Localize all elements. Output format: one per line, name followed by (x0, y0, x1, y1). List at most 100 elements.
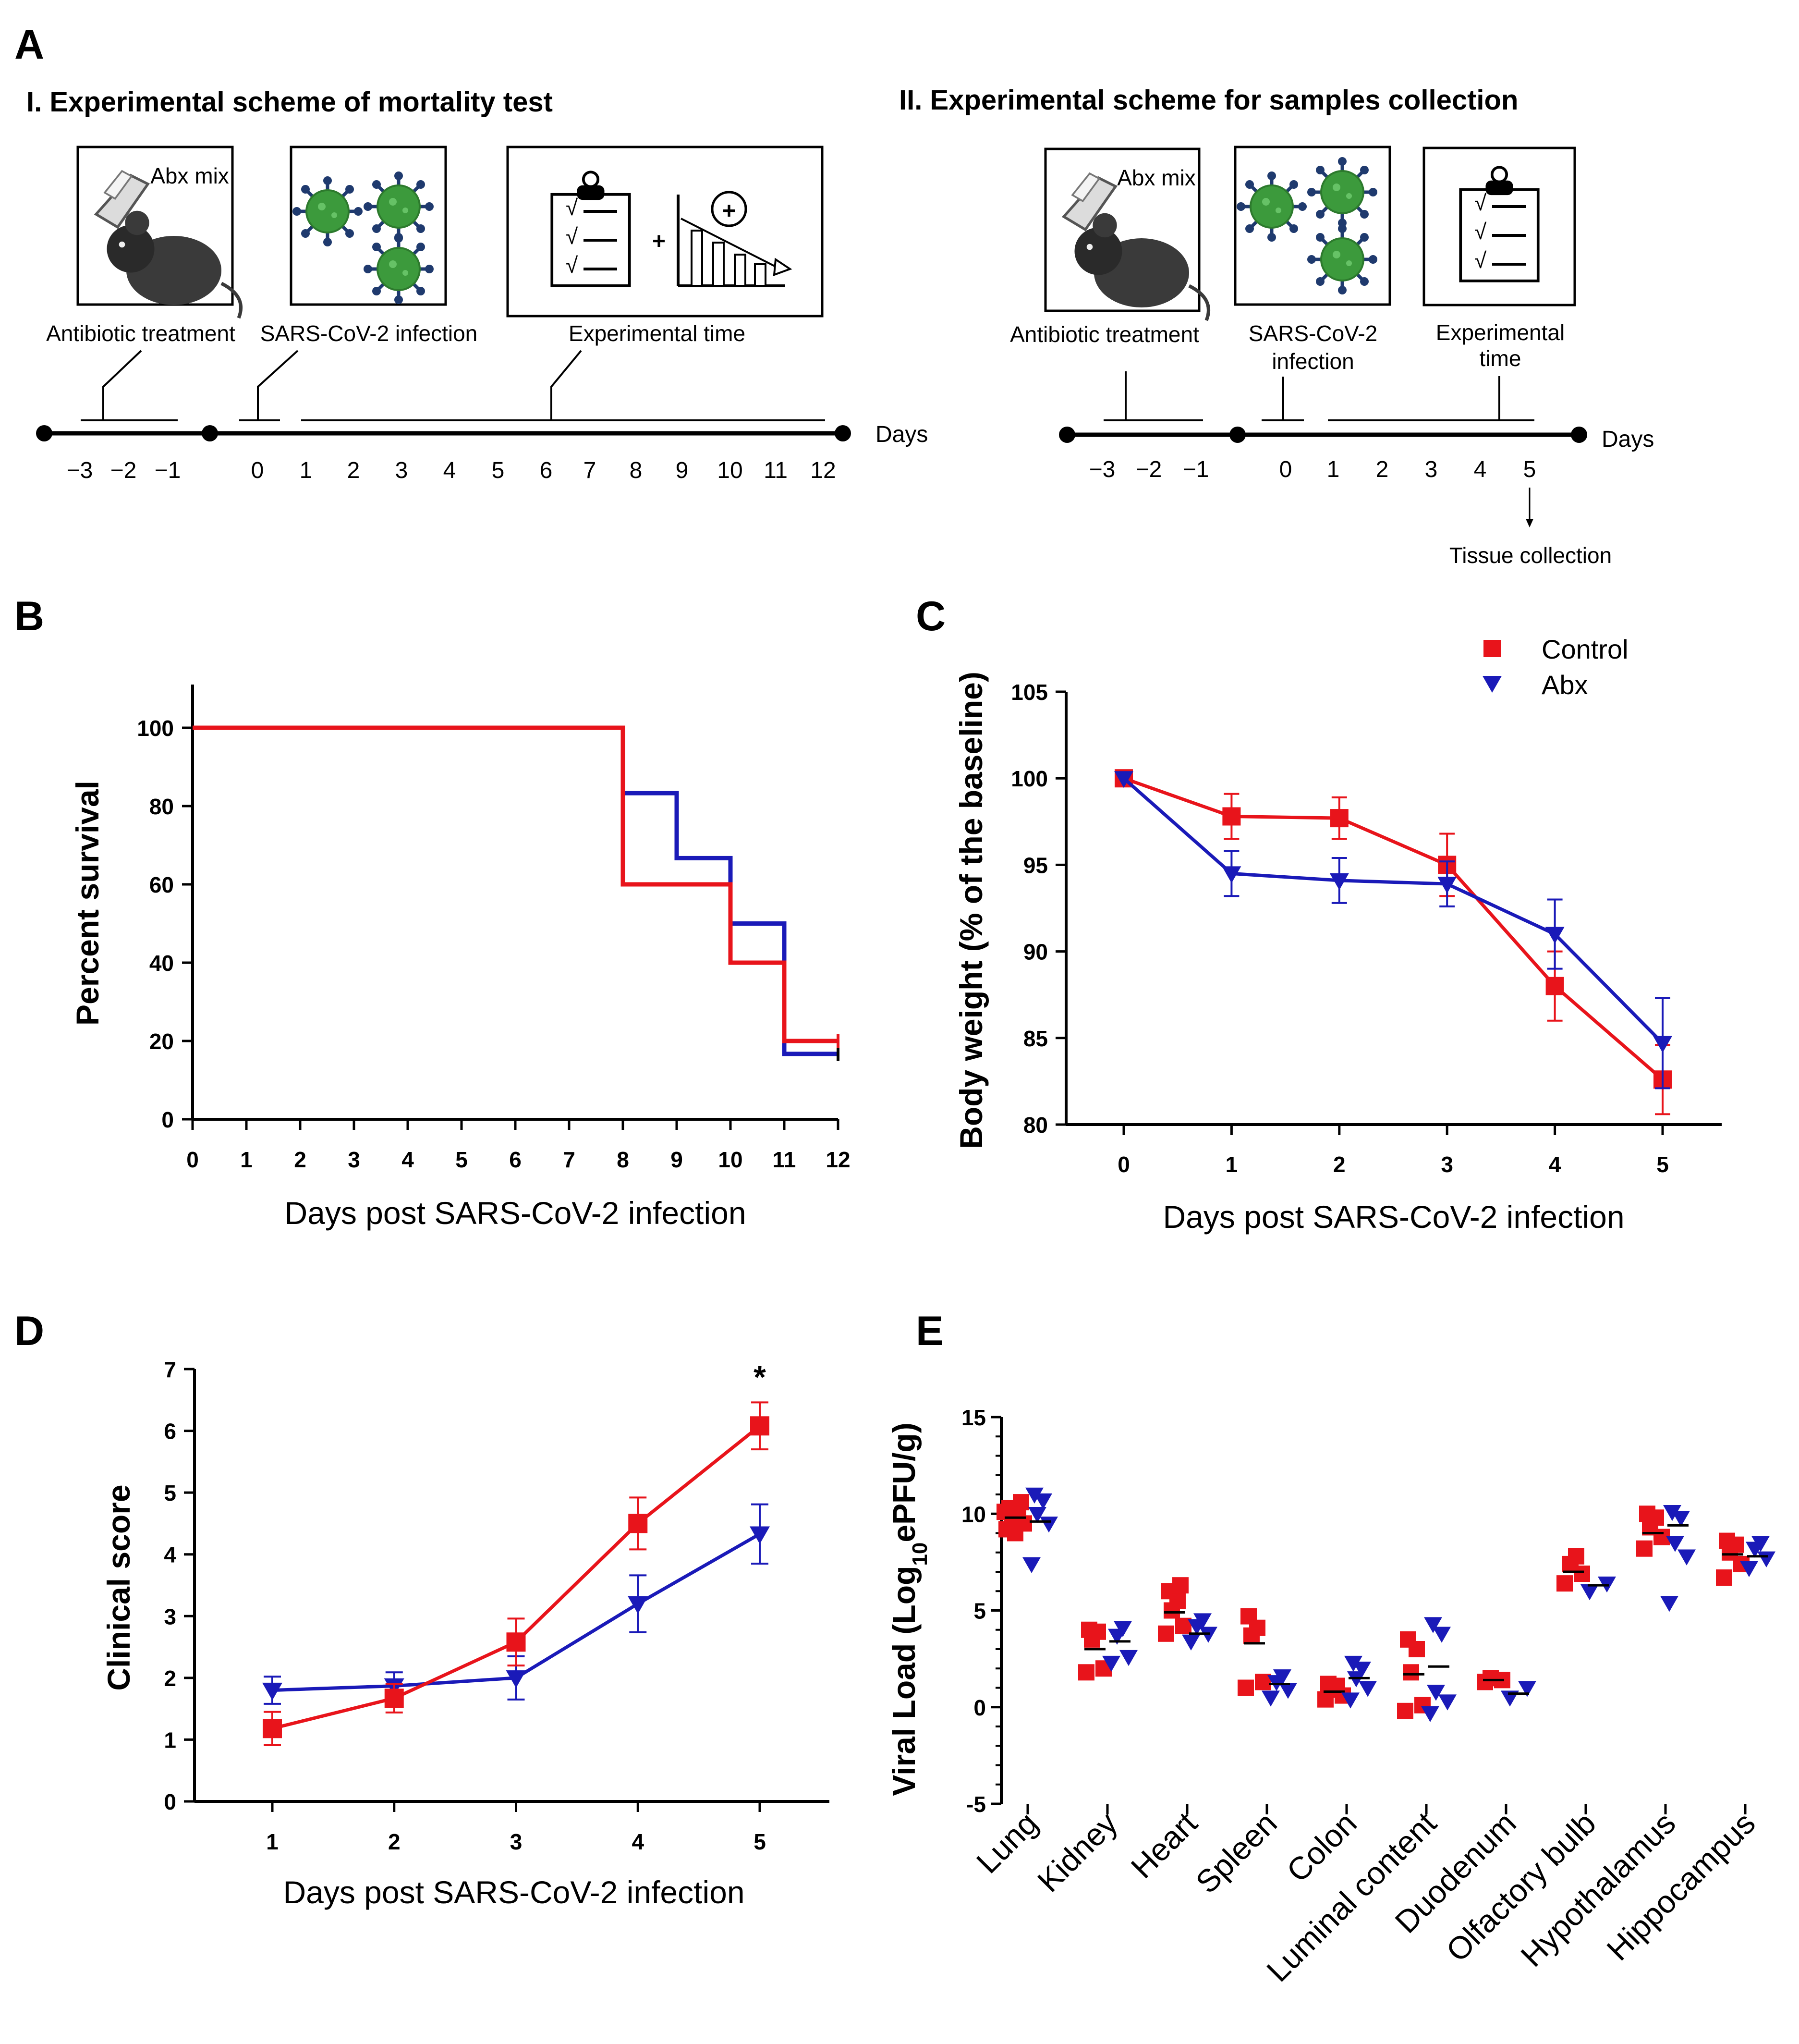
y-tick-label: 4 (164, 1542, 176, 1567)
panel-letter-d: D (14, 1308, 44, 1354)
virus-icon (364, 171, 434, 242)
virus-icon (1307, 157, 1377, 227)
x-tick-label: 5 (754, 1829, 766, 1854)
leader-line (257, 350, 299, 420)
x-tick-label: 0 (1118, 1152, 1130, 1177)
y-tick-label: 100 (1011, 766, 1048, 791)
icon-bar (712, 242, 725, 287)
data-point (1158, 1625, 1174, 1642)
data-point (1403, 1664, 1419, 1681)
x-tick-label: 1 (266, 1829, 279, 1854)
data-point (1663, 1505, 1681, 1521)
timeline-tick-label: 6 (540, 458, 553, 483)
x-tick-label: 9 (670, 1147, 683, 1172)
y-tick-label: 5 (973, 1599, 986, 1624)
timeline-dot (1059, 427, 1075, 443)
data-point (1329, 873, 1349, 890)
virus-icon (1237, 171, 1307, 242)
label-antibiotic-treatment: Antibiotic treatment (1010, 322, 1199, 347)
category-label: Spleen (1189, 1805, 1284, 1900)
timeline-tick-label: 1 (1327, 457, 1340, 482)
data-point (1172, 1577, 1189, 1594)
timeline-dot (1571, 427, 1587, 443)
plus-sign: + (652, 229, 666, 254)
legend-label-control: Control (1542, 634, 1629, 664)
timeline-tick-label: 2 (347, 458, 360, 483)
data-point (1182, 1634, 1200, 1651)
timeline-tick-label: −3 (1089, 457, 1116, 482)
data-point (1022, 1557, 1041, 1573)
data-point (1007, 1525, 1023, 1542)
x-tick-label: 5 (1656, 1152, 1669, 1177)
timeline-tick-label: 8 (630, 458, 643, 483)
x-tick-label: 3 (348, 1147, 360, 1172)
timeline-tick-label: 7 (583, 458, 596, 483)
y-tick-label: 0 (973, 1695, 986, 1720)
timeline-tick-label: 12 (810, 458, 836, 483)
series-abx (262, 1503, 770, 1705)
panel-d-clinical-score-chart: D 0 1 2 3 4 5 6 7 1 2 3 4 5 Days post SARS-CoV-2 infec… (14, 1308, 829, 1910)
panel-letter-e: E (916, 1308, 943, 1354)
timeline-tick-label: 0 (251, 458, 264, 483)
data-point (1078, 1664, 1094, 1681)
data-point (1677, 1549, 1696, 1566)
icon-bar (754, 263, 766, 287)
data-point (1119, 1650, 1138, 1666)
panel-letter-c: C (916, 593, 946, 639)
check-mark: √ (1474, 248, 1487, 273)
data-point (1353, 1662, 1371, 1678)
series-abx (1114, 771, 1672, 1089)
icon-arrowhead (773, 257, 792, 276)
panel-letter-a: A (14, 22, 44, 68)
icon-circle (711, 191, 747, 227)
data-point (506, 1670, 526, 1688)
timeline-tick-label: 1 (300, 458, 313, 483)
label-sars-infection: SARS-CoV-2 infection (260, 321, 478, 346)
timeline-tick-label: 0 (1279, 457, 1292, 482)
x-tick-label: 4 (1549, 1152, 1561, 1177)
y-tick-label: 105 (1011, 680, 1048, 705)
x-axis-title: Days post SARS-CoV-2 infection (283, 1874, 744, 1910)
y-axis-title: Viral Load (Log10ePFU/g) (886, 1422, 932, 1796)
icon-bar (691, 230, 703, 287)
y-tick-label: 80 (149, 794, 174, 819)
scheme2-title: II. Experimental scheme for samples coll… (899, 85, 1518, 116)
data-point (1222, 866, 1241, 883)
x-tick-label: 8 (617, 1147, 629, 1172)
timeline-dot (202, 425, 218, 441)
y-tick-label: 0 (161, 1107, 174, 1132)
data-point (1330, 809, 1349, 828)
data-point (1238, 1679, 1254, 1696)
y-tick-label: 15 (961, 1405, 986, 1430)
y-tick-label: 10 (961, 1502, 986, 1527)
y-tick-label: 40 (149, 951, 174, 976)
x-tick-label: 2 (1333, 1152, 1346, 1177)
y-tick-label: 3 (164, 1604, 176, 1629)
data-point (1320, 1676, 1337, 1692)
data-point (1013, 1494, 1029, 1511)
scheme1-title: I. Experimental scheme of mortality test (26, 86, 553, 118)
y-axis-title: Body weight (% of the baseline) (953, 672, 989, 1149)
y-tick-label: 6 (164, 1419, 176, 1444)
data-point (1660, 1596, 1678, 1612)
timeline-dot (835, 425, 851, 441)
data-point (1740, 1561, 1758, 1577)
data-point (1568, 1548, 1584, 1565)
data-point (1359, 1681, 1377, 1697)
data-point (1341, 1692, 1360, 1709)
data-point (1716, 1569, 1732, 1586)
y-tick-label: 7 (164, 1357, 176, 1382)
data-point (1639, 1505, 1655, 1522)
y-tick-label: 60 (149, 872, 174, 897)
y-tick-label: 85 (1023, 1026, 1048, 1051)
y-tick-label: 1 (164, 1727, 176, 1752)
data-point (1114, 1621, 1132, 1637)
timeline-tick-label: −2 (1136, 457, 1162, 482)
x-tick-label: 0 (186, 1147, 199, 1172)
y-tick-label: 2 (164, 1666, 176, 1691)
timeline-tick-label: −1 (1183, 457, 1209, 482)
x-tick-label: 2 (294, 1147, 306, 1172)
series-abx (1022, 1487, 1775, 1722)
x-tick-label: 7 (563, 1147, 575, 1172)
